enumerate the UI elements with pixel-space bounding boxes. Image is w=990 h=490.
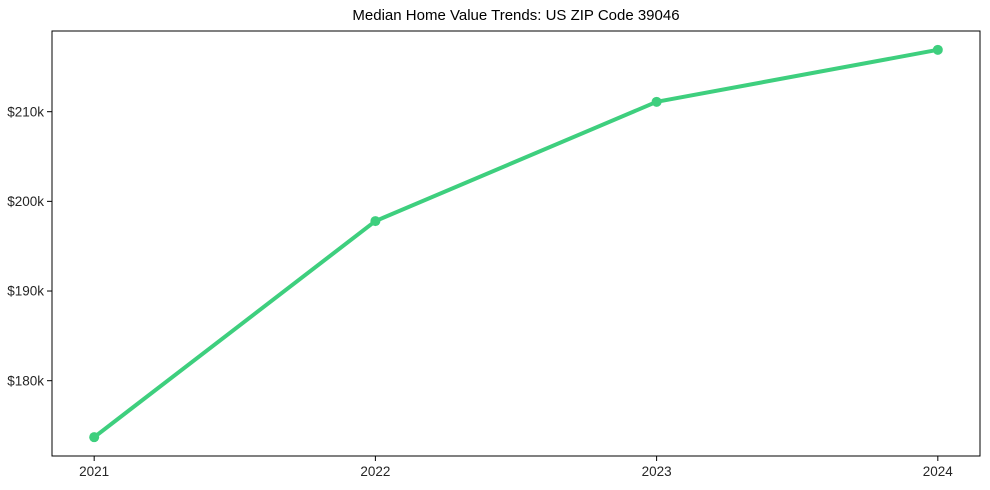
data-point-2024 xyxy=(932,44,943,55)
y-tick-label: $190k xyxy=(7,284,44,299)
x-tick-label: 2023 xyxy=(642,464,672,479)
data-point-2023 xyxy=(651,96,662,107)
x-tick-label: 2022 xyxy=(360,464,390,479)
chart-title: Median Home Value Trends: US ZIP Code 39… xyxy=(352,7,680,24)
y-tick-label: $210k xyxy=(7,104,44,119)
x-tick-label: 2021 xyxy=(79,464,109,479)
trend-line xyxy=(92,47,940,440)
y-tick-label: $180k xyxy=(7,373,44,388)
y-tick-label: $200k xyxy=(7,194,44,209)
plot-border xyxy=(51,30,981,457)
data-point-2021 xyxy=(89,432,100,443)
data-point-2022 xyxy=(370,216,381,227)
x-tick-label: 2024 xyxy=(923,464,954,479)
